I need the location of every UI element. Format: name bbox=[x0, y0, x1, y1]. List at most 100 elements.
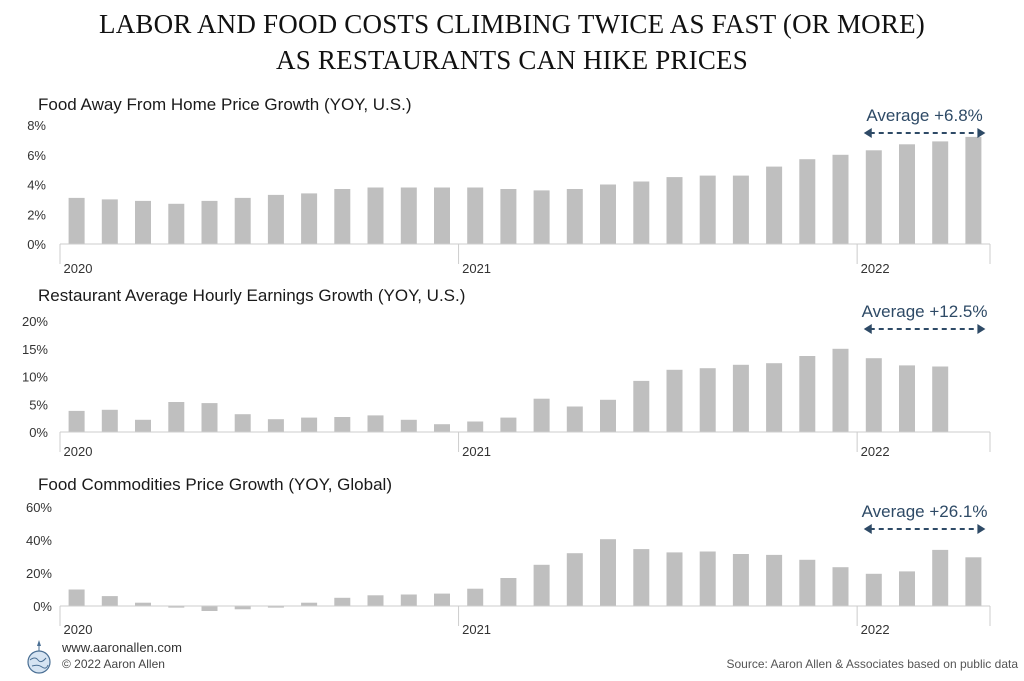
bar bbox=[832, 348, 849, 433]
average-annotation-label: Average +26.1% bbox=[862, 502, 988, 521]
bar bbox=[633, 181, 650, 244]
y-tick-label: 20% bbox=[22, 314, 48, 329]
bar bbox=[732, 175, 749, 244]
bar bbox=[400, 187, 417, 244]
bar bbox=[766, 166, 783, 244]
bar bbox=[566, 553, 583, 606]
bar bbox=[500, 189, 517, 244]
bar bbox=[500, 417, 517, 432]
x-tick-label: 2020 bbox=[64, 444, 93, 459]
bar bbox=[467, 588, 484, 606]
bar bbox=[301, 602, 318, 606]
bar bbox=[68, 197, 85, 244]
y-tick-label: 60% bbox=[26, 500, 52, 515]
bar bbox=[865, 573, 882, 606]
bar bbox=[799, 159, 816, 244]
y-tick-label: 15% bbox=[22, 342, 48, 357]
x-tick-label: 2020 bbox=[64, 622, 93, 637]
bar bbox=[600, 184, 616, 244]
arrowhead-right bbox=[977, 128, 986, 138]
y-tick-label: 0% bbox=[27, 237, 46, 252]
bar bbox=[633, 549, 650, 606]
bar bbox=[732, 364, 749, 432]
x-tick-label: 2021 bbox=[462, 261, 491, 276]
bar bbox=[434, 187, 450, 244]
globe-logo-icon bbox=[27, 640, 51, 674]
bar bbox=[234, 606, 251, 610]
footer-url: www.aaronallen.com bbox=[62, 640, 182, 655]
average-annotation-label: Average +12.5% bbox=[862, 302, 988, 321]
panel-title: Food Away From Home Price Growth (YOY, U… bbox=[38, 95, 412, 114]
panel-title: Restaurant Average Hourly Earnings Growt… bbox=[38, 286, 465, 305]
bar bbox=[566, 189, 583, 244]
bar bbox=[899, 571, 915, 606]
chart-title: LABOR AND FOOD COSTS CLIMBING TWICE AS F… bbox=[0, 6, 1024, 78]
bar bbox=[135, 419, 151, 432]
bar bbox=[168, 203, 185, 244]
bar bbox=[799, 559, 816, 606]
y-tick-label: 20% bbox=[26, 566, 52, 581]
bar bbox=[865, 358, 882, 432]
y-tick-label: 2% bbox=[27, 207, 46, 222]
bar bbox=[600, 399, 616, 432]
bar bbox=[533, 398, 550, 432]
bar bbox=[267, 419, 284, 432]
x-tick-label: 2022 bbox=[861, 261, 890, 276]
bar bbox=[932, 549, 949, 606]
bar bbox=[434, 424, 450, 432]
panel-title: Food Commodities Price Growth (YOY, Glob… bbox=[38, 475, 392, 494]
arrowhead-left bbox=[863, 128, 872, 138]
arrowhead-right bbox=[977, 524, 986, 534]
y-tick-label: 8% bbox=[27, 118, 46, 133]
bar bbox=[832, 154, 849, 245]
bar bbox=[168, 606, 185, 608]
bar bbox=[168, 402, 185, 432]
y-tick-label: 5% bbox=[29, 397, 48, 412]
bar bbox=[301, 193, 318, 244]
bar bbox=[400, 594, 417, 606]
y-tick-label: 4% bbox=[27, 178, 46, 193]
chart-title-line-1: LABOR AND FOOD COSTS CLIMBING TWICE AS F… bbox=[99, 9, 925, 39]
bar bbox=[68, 410, 85, 432]
bar bbox=[865, 150, 882, 244]
y-tick-label: 0% bbox=[33, 599, 52, 614]
bar bbox=[267, 194, 284, 244]
bar bbox=[766, 363, 783, 432]
bar bbox=[600, 539, 616, 606]
bar bbox=[467, 421, 484, 432]
bar bbox=[101, 409, 118, 432]
bar bbox=[899, 365, 915, 432]
bar bbox=[500, 578, 517, 606]
bar bbox=[566, 406, 583, 432]
footer-copyright: © 2022 Aaron Allen bbox=[62, 657, 165, 671]
bar bbox=[334, 417, 351, 432]
chart-title-line-2: AS RESTAURANTS CAN HIKE PRICES bbox=[276, 45, 748, 75]
bar bbox=[965, 557, 982, 606]
bar bbox=[101, 199, 118, 244]
y-tick-label: 40% bbox=[26, 533, 52, 548]
bar bbox=[201, 200, 218, 244]
bar bbox=[367, 415, 384, 432]
bar bbox=[932, 141, 949, 244]
bar bbox=[367, 595, 384, 606]
bar bbox=[68, 589, 85, 606]
bar bbox=[400, 419, 417, 432]
bar bbox=[666, 369, 683, 432]
y-tick-label: 6% bbox=[27, 148, 46, 163]
bar bbox=[666, 552, 683, 606]
bar bbox=[699, 175, 716, 244]
bar bbox=[334, 597, 351, 607]
bar bbox=[201, 403, 218, 432]
bar bbox=[699, 368, 716, 432]
bar bbox=[832, 567, 849, 606]
arrowhead-left bbox=[863, 324, 872, 334]
x-tick-label: 2021 bbox=[462, 444, 491, 459]
bar bbox=[799, 356, 816, 432]
bar bbox=[699, 551, 716, 606]
bar bbox=[301, 417, 318, 432]
x-tick-label: 2020 bbox=[64, 261, 93, 276]
arrowhead-right bbox=[977, 324, 986, 334]
bar bbox=[533, 564, 550, 607]
bar bbox=[434, 593, 450, 606]
